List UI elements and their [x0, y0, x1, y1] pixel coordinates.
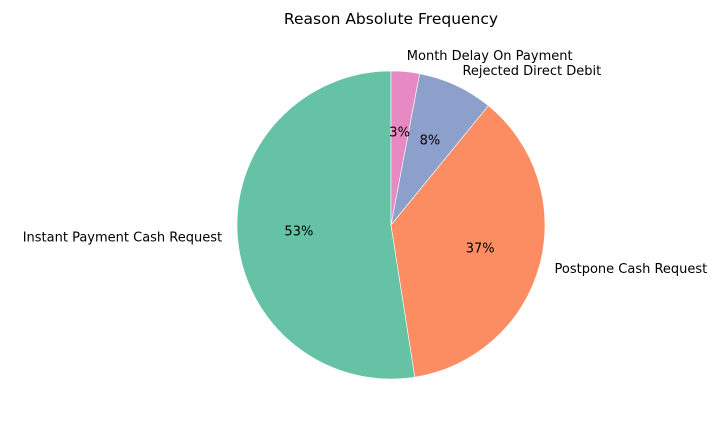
- slice-label-instant-payment-cash-request: Instant Payment Cash Request: [23, 231, 222, 246]
- pie-slice-postpone-cash-request: [390, 105, 546, 378]
- slice-percent-postpone-cash-request: 37%: [466, 242, 495, 257]
- slice-percent-instant-payment-cash-request: 53%: [284, 225, 313, 240]
- slice-label-rejected-direct-debit: Rejected Direct Debit: [462, 64, 601, 79]
- slice-label-postpone-cash-request: Postpone Cash Request: [555, 262, 708, 277]
- pie-slice-month-delay-on-payment: [390, 70, 420, 226]
- chart-title: Reason Absolute Frequency: [284, 10, 498, 28]
- slice-label-month-delay-on-payment: Month Delay On Payment: [407, 49, 573, 64]
- slice-percent-month-delay-on-payment: 3%: [389, 126, 410, 141]
- pie-labels: Instant Payment Cash Request 53% Postpone …: [23, 49, 708, 277]
- pie-slices: [236, 70, 546, 380]
- slice-percent-rejected-direct-debit: 8%: [420, 134, 441, 149]
- pie-slice-instant-payment-cash-request: [236, 70, 416, 380]
